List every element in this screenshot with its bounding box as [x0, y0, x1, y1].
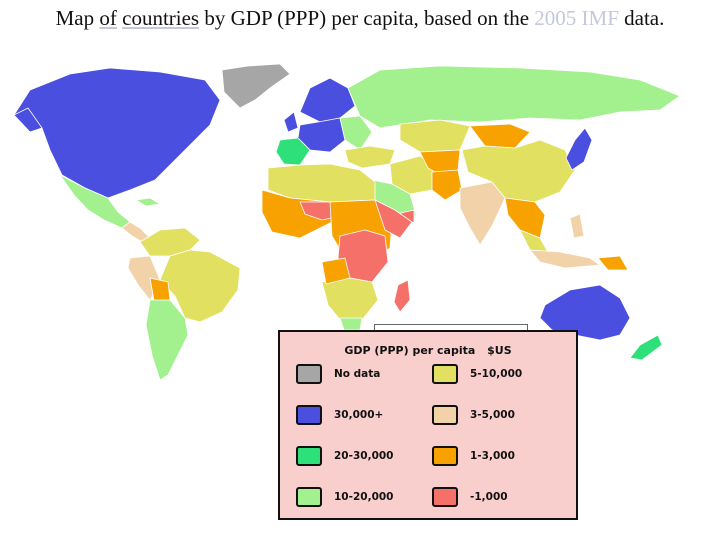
region-india	[459, 181, 506, 246]
legend-label: 20-30,000	[334, 450, 394, 462]
legend-swatch	[296, 364, 322, 384]
region-scandinavia	[299, 77, 356, 123]
caption-link-of[interactable]: of	[99, 6, 117, 30]
region-argentina-chile	[145, 299, 189, 381]
legend-label: -1,000	[470, 491, 508, 503]
region-turkey-caucasus	[344, 145, 396, 169]
legend-item-20-30000: 20-30,000	[296, 446, 394, 466]
legend-title-text: GDP (PPP) per capita	[344, 344, 476, 357]
caption-year-source: 2005 IMF	[534, 6, 619, 30]
legend-swatch	[296, 446, 322, 466]
legend-label: 5-10,000	[470, 368, 523, 380]
region-russia	[347, 65, 681, 129]
legend-label: 10-20,000	[334, 491, 394, 503]
legend-swatch	[432, 446, 458, 466]
legend-item-10-20000: 10-20,000	[296, 487, 394, 507]
region-angola-zambia	[321, 257, 351, 285]
region-canada-usa	[13, 67, 221, 199]
region-pakistan-afghanistan	[431, 169, 463, 201]
legend-unit: $US	[487, 344, 512, 357]
region-australia	[539, 284, 631, 341]
caption-link-countries[interactable]: countries	[122, 6, 200, 30]
legend-swatch	[296, 487, 322, 507]
caption-end: data.	[624, 6, 665, 30]
region-eastern-europe	[339, 115, 373, 151]
region-mongolia	[469, 123, 531, 149]
region-brazil	[159, 249, 241, 323]
region-southern-africa	[321, 277, 379, 323]
legend-label: No data	[334, 368, 381, 380]
legend-item-3-5000: 3-5,000	[432, 405, 515, 425]
legend-label: 3-5,000	[470, 409, 515, 421]
region-new-zealand	[629, 334, 663, 361]
region-madagascar	[393, 279, 411, 313]
region-north-africa	[267, 163, 376, 203]
legend-swatch	[296, 405, 322, 425]
legend-swatch	[432, 405, 458, 425]
region-greenland	[221, 63, 291, 109]
region-korea-japan	[565, 127, 593, 171]
legend-item-1-3000: 1-3,000	[432, 446, 515, 466]
region-caribbean	[135, 197, 161, 207]
caption-map-word: Map	[55, 6, 95, 30]
legend-label: 30,000+	[334, 409, 384, 421]
legend-swatch	[432, 364, 458, 384]
region-papua	[597, 255, 629, 271]
legend-item-no-data: No data	[296, 364, 380, 384]
region-alaska-strip	[13, 107, 43, 133]
legend-item-30000-plus: 30,000+	[296, 405, 383, 425]
region-kazakhstan	[399, 119, 471, 153]
region-indonesia	[529, 249, 601, 269]
region-china	[461, 139, 576, 203]
map-legend: GDP (PPP) per capita $US No data 30,000+…	[278, 330, 578, 520]
legend-label: 1-3,000	[470, 450, 515, 462]
region-south-africa-tip	[339, 317, 363, 331]
region-colombia-venezuela	[139, 227, 201, 257]
legend-swatch	[432, 487, 458, 507]
map-caption: Map of countries by GDP (PPP) per capita…	[0, 6, 720, 31]
world-gdp-map	[13, 63, 681, 381]
region-horn-of-africa	[374, 199, 413, 239]
legend-item-under-1000: -1,000	[432, 487, 508, 507]
legend-item-5-10000: 5-10,000	[432, 364, 522, 384]
legend-title: GDP (PPP) per capita $US	[280, 344, 576, 357]
caption-middle: by GDP (PPP) per capita, based on the	[204, 6, 530, 30]
region-uk	[283, 111, 299, 133]
region-philippines	[569, 213, 585, 239]
legend-header-tab	[374, 324, 528, 333]
